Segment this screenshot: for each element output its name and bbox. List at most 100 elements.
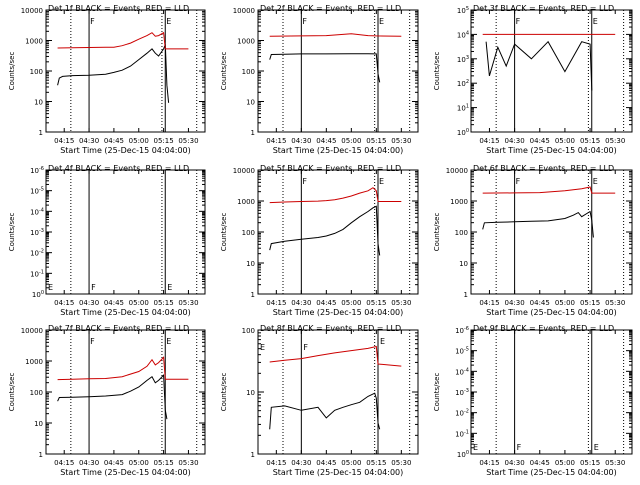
y-tick-label: 10-1 [455, 429, 469, 438]
y-axis-label: Counts/sec [220, 373, 228, 412]
panel-9f: Det 9f BLACK = Events, RED = LLD Counts/s… [433, 324, 633, 477]
x-tick-label: 04:30 [505, 137, 525, 145]
x-tick-label: 05:30 [605, 299, 625, 307]
x-tick-label: 05:15 [366, 299, 386, 307]
y-tick-label: 10-3 [455, 388, 469, 397]
y-tick-label: 10 [246, 260, 255, 268]
lld-series-line [57, 356, 189, 381]
panel-title: Det 1f BLACK = Events, RED = LLD [48, 4, 189, 13]
x-tick-label: 04:45 [104, 137, 124, 145]
x-tick-label: 05:30 [178, 299, 198, 307]
y-tick-label: 100 [457, 450, 469, 459]
y-axis-label: Counts/sec [433, 213, 441, 252]
x-tick-label: 05:30 [391, 299, 411, 307]
plot-frame [257, 9, 419, 133]
x-axis-label: Start Time (25-Dec-15 04:04:00) [273, 146, 404, 155]
panel-title: Det 7f BLACK = Events, RED = LLD [48, 324, 189, 333]
y-axis-label: Counts/sec [8, 52, 16, 91]
event-marker-e: E [167, 283, 172, 292]
lld-series-line [269, 345, 402, 367]
x-tick-label: 04:30 [79, 459, 99, 467]
y-tick-label: 1000 [237, 38, 255, 46]
x-tick-label: 04:30 [505, 459, 525, 467]
event-marker-f: F [90, 17, 95, 26]
y-axis-label: Counts/sec [8, 213, 16, 252]
lld-series-line [482, 186, 616, 194]
x-tick-label: 04:45 [530, 459, 550, 467]
event-marker-e: E [166, 337, 171, 346]
x-tick-label: 05:30 [391, 137, 411, 145]
y-tick-label: 1 [464, 291, 468, 299]
panel-3f: Det 3f BLACK = Events, RED = LLD Counts/s… [433, 4, 633, 155]
y-tick-label: 105 [457, 6, 469, 15]
y-tick-label: 10000 [21, 7, 43, 15]
event-marker-e: E [593, 177, 598, 186]
y-tick-label: 100 [242, 229, 255, 237]
x-axis-label: Start Time (25-Dec-15 04:04:00) [273, 468, 404, 477]
panel-title: Det 6f BLACK = Events, RED = LLD [473, 164, 614, 173]
x-tick-label: 04:45 [530, 137, 550, 145]
y-tick-label: 10-1 [30, 269, 44, 278]
event-marker-f: F [517, 443, 522, 452]
y-tick-label: 10-6 [30, 166, 44, 175]
event-marker-e: E [379, 17, 384, 26]
plot-frame [470, 9, 633, 133]
x-tick-label: 04:30 [79, 137, 99, 145]
x-tick-label: 04:30 [291, 137, 311, 145]
y-tick-label: 10-3 [30, 228, 44, 237]
panel-title: Det 2f BLACK = Events, RED = LLD [260, 4, 401, 13]
panel-6f: Det 6f BLACK = Events, RED = LLD Counts/s… [433, 164, 633, 317]
event-marker-f: F [303, 343, 308, 352]
event-marker-f: F [91, 283, 96, 292]
x-tick-label: 04:15 [266, 459, 286, 467]
y-tick-label: 100 [242, 68, 255, 76]
x-tick-label: 05:15 [366, 137, 386, 145]
x-axis-label: Start Time (25-Dec-15 04:04:00) [60, 468, 191, 477]
x-tick-label: 05:00 [555, 137, 575, 145]
panel-title: Det 3f BLACK = Events, RED = LLD [473, 4, 614, 13]
events-series-line [269, 53, 381, 83]
x-tick-label: 04:30 [291, 459, 311, 467]
plot-frame [470, 169, 633, 295]
x-tick-label: 04:15 [479, 137, 499, 145]
panel-7f: Det 7f BLACK = Events, RED = LLD Counts/s… [8, 324, 206, 477]
y-tick-label: 10 [34, 420, 43, 428]
y-tick-label: 102 [457, 79, 469, 88]
plot-frame [257, 329, 419, 455]
event-marker-f: F [516, 177, 521, 186]
x-tick-label: 04:15 [479, 459, 499, 467]
event-marker-f: F [516, 17, 521, 26]
x-tick-label: 05:15 [154, 137, 174, 145]
y-tick-label: 100 [455, 229, 468, 237]
y-tick-label: 10 [459, 260, 468, 268]
y-tick-label: 100 [30, 68, 43, 76]
x-axis-label: Start Time (25-Dec-15 04:04:00) [486, 308, 617, 317]
y-tick-label: 10-2 [455, 409, 469, 418]
y-tick-label: 10-2 [30, 249, 44, 258]
x-tick-label: 05:15 [154, 299, 174, 307]
x-axis-label: Start Time (25-Dec-15 04:04:00) [486, 468, 617, 477]
y-tick-label: 100 [30, 389, 43, 397]
panel-2f: Det 2f BLACK = Events, RED = LLD Counts/s… [220, 4, 419, 155]
x-tick-label: 05:15 [580, 299, 600, 307]
y-tick-label: 10-4 [455, 367, 469, 376]
panel-title: Det 8f BLACK = Events, RED = LLD [260, 324, 401, 333]
x-tick-label: 05:00 [555, 299, 575, 307]
events-series-line [485, 40, 593, 91]
y-axis-label: Counts/sec [433, 52, 441, 91]
y-tick-label: 104 [457, 30, 469, 39]
x-tick-label: 04:30 [291, 299, 311, 307]
x-tick-label: 04:15 [266, 137, 286, 145]
y-tick-label: 10-5 [455, 347, 469, 356]
x-tick-label: 05:15 [580, 137, 600, 145]
y-tick-label: 100 [32, 290, 44, 299]
y-tick-label: 1 [251, 129, 255, 137]
events-series-line [57, 374, 168, 420]
x-axis-label: Start Time (25-Dec-15 04:04:00) [60, 308, 191, 317]
panel-4f: Det 4f BLACK = Events, RED = LLD Counts/s… [8, 164, 206, 317]
panel-title: Det 9f BLACK = Events, RED = LLD [473, 324, 614, 333]
event-marker-f: F [302, 17, 307, 26]
y-tick-label: 100 [242, 327, 255, 335]
